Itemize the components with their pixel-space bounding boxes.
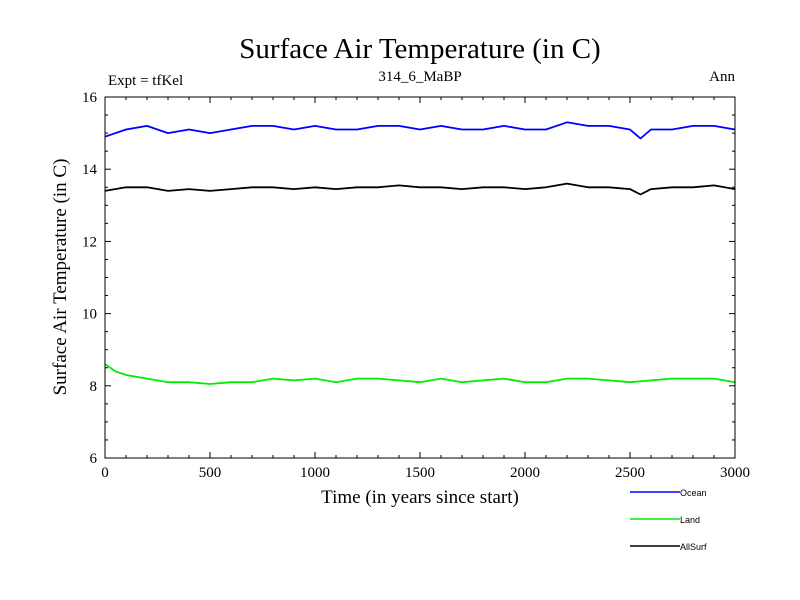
x-tick-label: 1500 xyxy=(405,465,435,481)
plot-series-group xyxy=(104,121,736,385)
chart-subtitle-left: Expt = tfKel xyxy=(108,73,183,89)
legend: Ocean Land AllSurf xyxy=(630,488,707,552)
plot-frame xyxy=(104,96,736,459)
series-line-ocean xyxy=(104,121,736,140)
chart-subtitle-right: Ann xyxy=(709,69,735,85)
y-tick-label: 14 xyxy=(82,162,98,178)
chart-title: Surface Air Temperature (in C) xyxy=(239,33,600,65)
x-axis-label: Time (in years since start) xyxy=(321,487,519,508)
chart-subtitle-center: 314_6_MaBP xyxy=(378,69,461,85)
series-line-land xyxy=(104,363,736,385)
x-tick-label: 0 xyxy=(101,465,109,481)
x-tick-label: 3000 xyxy=(720,465,750,481)
series-line-allsurf xyxy=(104,182,736,196)
y-tick-label: 6 xyxy=(90,451,98,467)
y-tick-label: 8 xyxy=(90,379,98,395)
y-tick-label: 16 xyxy=(82,90,98,106)
legend-label-land: Land xyxy=(680,515,700,525)
legend-label-ocean: Ocean xyxy=(680,488,707,498)
axes-group: 0 500 1000 1500 2000 2500 3000 6 8 10 12 14 16 xyxy=(82,90,750,481)
x-tick-label: 2000 xyxy=(510,465,540,481)
y-tick-label: 12 xyxy=(82,234,97,250)
x-tick-label: 2500 xyxy=(615,465,645,481)
y-axis-label: Surface Air Temperature (in C) xyxy=(50,159,71,396)
x-tick-label: 500 xyxy=(199,465,222,481)
x-tick-label: 1000 xyxy=(300,465,330,481)
y-tick-label: 10 xyxy=(82,307,97,323)
legend-label-allsurf: AllSurf xyxy=(680,542,707,552)
